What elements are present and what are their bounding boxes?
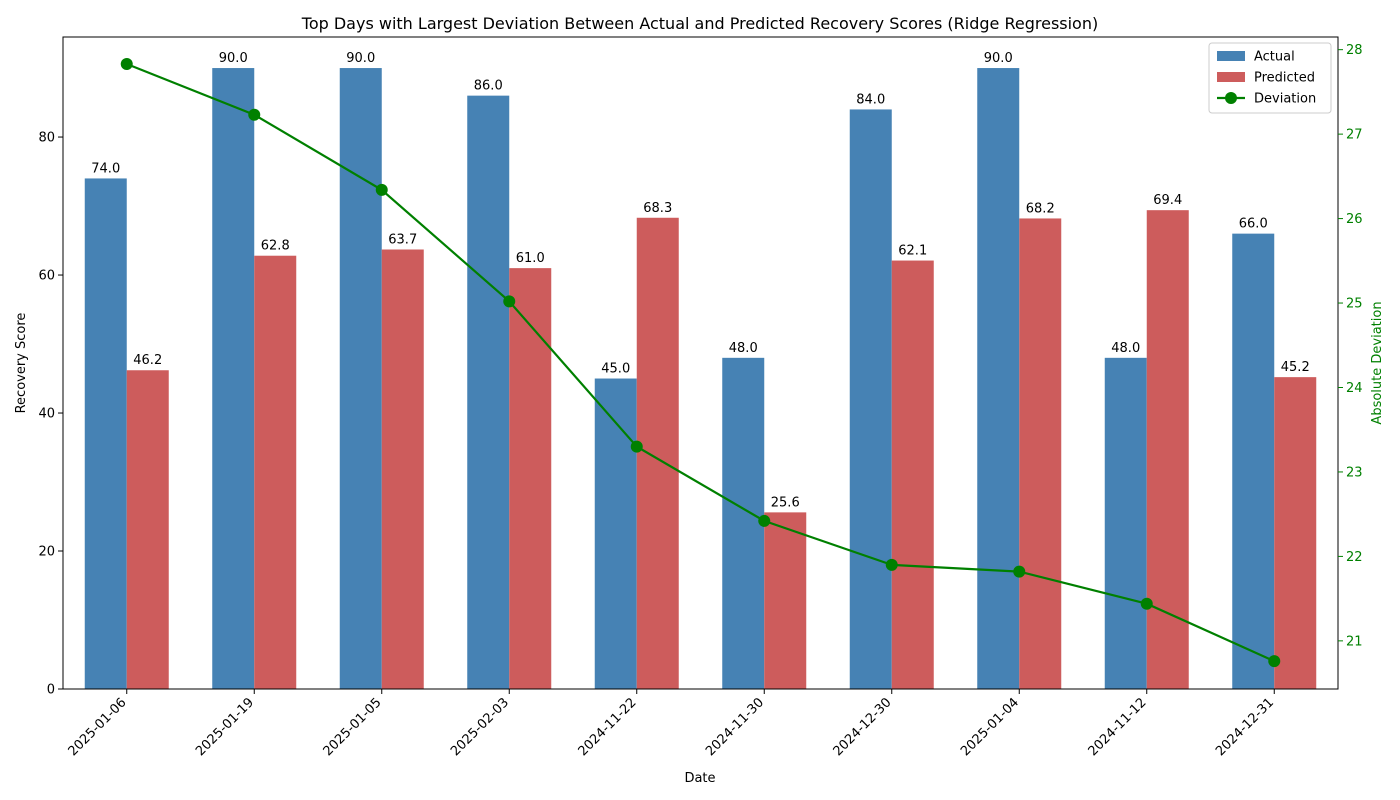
actual-bar-label: 45.0 (601, 362, 630, 377)
predicted-bar (509, 268, 552, 689)
actual-bar (84, 178, 127, 689)
predicted-bar (891, 260, 934, 689)
actual-bar (594, 378, 637, 689)
x-tick-label: 2024-12-31 (1213, 695, 1277, 759)
x-tick-label: 2025-01-05 (321, 695, 385, 759)
predicted-bar-label: 68.2 (1026, 201, 1055, 216)
predicted-bar-label: 61.0 (516, 251, 545, 266)
predicted-bar-label: 25.6 (771, 495, 800, 510)
actual-bar-label: 86.0 (474, 79, 503, 94)
bars-layer (84, 68, 1317, 690)
x-tick-label: 2024-11-12 (1086, 695, 1150, 759)
x-tick-label: 2024-11-22 (576, 695, 640, 759)
predicted-bar (126, 370, 169, 689)
x-tick-label: 2025-02-03 (448, 695, 512, 759)
actual-bar (977, 68, 1020, 690)
predicted-bar-label: 68.3 (643, 201, 672, 216)
y2-tick-label: 22 (1346, 550, 1363, 565)
deviation-line-layer (120, 58, 1281, 668)
y2-tick-label: 28 (1346, 43, 1363, 58)
plot-frame (62, 36, 1339, 690)
actual-bar-label: 90.0 (346, 51, 375, 66)
predicted-bar (636, 217, 679, 689)
actual-bar (722, 357, 765, 689)
deviation-point (1268, 655, 1281, 668)
deviation-point (1140, 597, 1153, 610)
predicted-bar-label: 62.1 (898, 244, 927, 259)
y-tick-label: 40 (38, 407, 55, 422)
predicted-bar (1274, 377, 1317, 689)
legend-swatch-marker (1225, 92, 1237, 104)
legend-swatch (1217, 72, 1245, 82)
deviation-point (630, 440, 643, 453)
x-tick-label: 2025-01-04 (958, 695, 1022, 759)
y2-tick-label: 27 (1346, 128, 1363, 143)
deviation-point (248, 108, 261, 121)
x-tick-label: 2025-01-06 (66, 695, 130, 759)
predicted-bar (1146, 210, 1189, 690)
predicted-bar-label: 69.4 (1153, 193, 1182, 208)
predicted-bar-label: 62.8 (261, 239, 290, 254)
y-tick-label: 60 (38, 269, 55, 284)
y-tick-label: 80 (38, 131, 55, 146)
actual-bar (339, 68, 382, 690)
deviation-point (758, 514, 771, 527)
predicted-bar-label: 45.2 (1281, 360, 1310, 375)
actual-bar-label: 48.0 (1111, 341, 1140, 356)
predicted-bar (764, 512, 807, 689)
actual-bar (1232, 233, 1275, 689)
deviation-point (1013, 565, 1026, 578)
legend-label: Predicted (1254, 71, 1315, 86)
actual-bar (1104, 357, 1147, 689)
predicted-bar (1019, 218, 1062, 689)
y2-axis-title: Absolute Deviation (1370, 301, 1385, 424)
deviation-point (503, 295, 516, 308)
actual-bar-label: 90.0 (219, 51, 248, 66)
actual-bar-label: 74.0 (91, 161, 120, 176)
predicted-bar (381, 249, 424, 689)
actual-bar-label: 48.0 (729, 341, 758, 356)
x-tick-label: 2024-12-30 (831, 695, 895, 759)
deviation-point (375, 183, 388, 196)
y-tick-label: 20 (38, 545, 55, 560)
actual-bar-label: 90.0 (984, 51, 1013, 66)
y2-tick-label: 23 (1346, 465, 1363, 480)
y-axis-title: Recovery Score (14, 313, 29, 414)
y2-tick-label: 25 (1346, 297, 1363, 312)
predicted-bar-label: 63.7 (388, 233, 417, 248)
predicted-bar-label: 46.2 (133, 353, 162, 368)
bar-labels-layer: 74.0 90.0 90.0 86.0 45.0 48.0 84.0 90.0 48.0 66.0… (91, 51, 1309, 510)
y2-tick-label: 26 (1346, 212, 1363, 227)
actual-bar (212, 68, 255, 690)
actual-bar-label: 84.0 (856, 92, 885, 107)
x-axis-title: Date (684, 771, 715, 786)
deviation-point (885, 558, 898, 571)
x-tick-label: 2025-01-19 (193, 695, 257, 759)
legend-label: Deviation (1254, 92, 1316, 107)
predicted-bar (254, 255, 297, 689)
legend: Actual Predicted Deviation (1208, 42, 1332, 114)
deviation-line (126, 63, 1275, 663)
y-tick-label: 0 (47, 683, 55, 698)
actual-bar (849, 109, 892, 689)
actual-bar (467, 95, 510, 689)
y2-tick-label: 24 (1346, 381, 1363, 396)
y2-tick-label: 21 (1346, 634, 1363, 649)
x-tick-label: 2024-11-30 (703, 695, 767, 759)
chart-title: Top Days with Largest Deviation Between … (301, 14, 1098, 33)
actual-bar-label: 66.0 (1239, 217, 1268, 232)
legend-label: Actual (1254, 50, 1295, 65)
deviation-point (120, 58, 133, 71)
legend-swatch (1217, 51, 1245, 61)
